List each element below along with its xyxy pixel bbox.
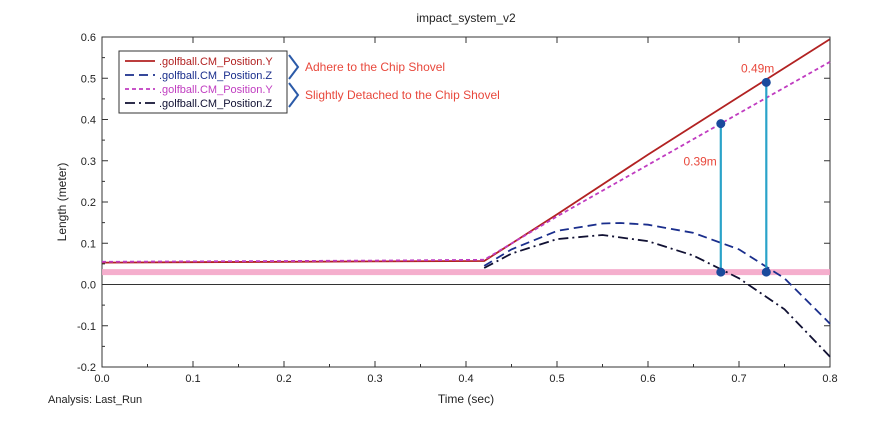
measure-label-1: 0.39m [683,155,716,169]
x-axis-title: Time (sec) [438,392,494,406]
y-tick-label-6: 0.4 [81,115,96,127]
y-tick-label-5: 0.3 [81,156,96,168]
legend-entry-3: .golfball.CM_Position.Y [159,84,273,96]
x-tick-label-6: 0.6 [640,373,655,385]
axis-layer: 0.0 0.1 0.2 0.3 0.4 0.5 0.6 0.7 0.8 -0.2 -0.1 0.0 0.… [77,32,838,385]
x-tick-label-8: 0.8 [822,373,837,385]
x-tick-label-2: 0.2 [276,373,291,385]
chart-title: impact_system_v2 [416,11,516,25]
measure-label-2: 0.49m [741,61,774,75]
y-tick-label-0: -0.2 [77,362,96,374]
legend-bracket-2 [288,82,300,108]
y-tick-label-7: 0.5 [81,73,96,85]
measure-dot-top-2 [761,77,771,87]
y-tick-label-1: -0.1 [77,321,96,333]
legend-note-2: Slightly Detached to the Chip Shovel [305,88,500,102]
x-tick-label-0: 0.0 [94,373,109,385]
series-line-3 [101,61,831,263]
legend-entry-1: .golfball.CM_Position.Y [159,56,273,68]
x-tick-label-4: 0.4 [458,373,473,385]
measure-dot-bottom-1 [716,267,726,277]
analysis-label: Analysis: Last_Run [48,394,142,406]
x-tick-label-1: 0.1 [185,373,200,385]
y-tick-label-4: 0.2 [81,197,96,209]
series-line-4 [483,234,831,358]
legend-note-1: Adhere to the Chip Shovel [305,60,445,74]
legend: .golfball.CM_Position.Y .golfball.CM_Posi… [118,50,500,114]
series-layer [101,38,831,358]
x-tick-label-3: 0.3 [367,373,382,385]
x-tick-label-5: 0.5 [549,373,564,385]
legend-entry-2: .golfball.CM_Position.Z [159,70,272,82]
marker-layer: 0.39m 0.49m [683,61,774,277]
measure-dot-top-1 [716,119,726,129]
x-tick-label-7: 0.7 [731,373,746,385]
y-tick-label-8: 0.6 [81,32,96,44]
series-line-2 [483,222,831,325]
y-tick-label-3: 0.1 [81,238,96,250]
y-axis-title: Length (meter) [55,163,69,242]
measure-dot-bottom-2 [761,267,771,277]
legend-entry-4: .golfball.CM_Position.Z [159,98,272,110]
legend-bracket-1 [288,54,300,80]
y-tick-label-2: 0.0 [81,280,96,292]
